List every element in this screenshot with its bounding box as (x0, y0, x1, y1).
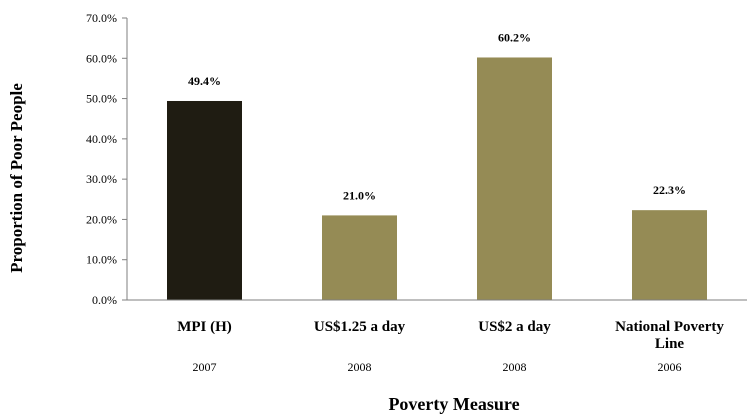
x-tick-label: MPI (H) (177, 319, 232, 335)
x-tick-label: US$2 a day (478, 319, 551, 335)
x-tick-label: Line (655, 336, 685, 352)
x-tick-label: US$1.25 a day (314, 319, 406, 335)
y-tick-label: 0.0% (92, 293, 117, 307)
year-label: 2006 (658, 360, 682, 374)
y-tick-label: 10.0% (86, 253, 117, 267)
data-label: 49.4% (188, 74, 221, 88)
bar (632, 210, 707, 300)
bar (322, 215, 397, 300)
y-tick-label: 20.0% (86, 212, 117, 226)
x-axis: MPI (H) 2007 US$1.25 a day 2008 US$2 a day 20… (127, 299, 747, 374)
year-label: 2008 (503, 360, 527, 374)
bar (167, 100, 242, 300)
bars: 49.4% 21.0% 60.2% 22.3% (167, 30, 707, 301)
y-tick-label: 30.0% (86, 172, 117, 186)
data-label: 21.0% (343, 188, 376, 202)
y-tick-label: 40.0% (86, 132, 117, 146)
y-tick-label: 70.0% (86, 11, 117, 25)
y-axis: 0.0% 10.0% 20.0% 30.0% 40.0% 50.0% 60.0% 70.0% (86, 11, 128, 307)
data-label: 22.3% (653, 183, 686, 197)
bar (477, 57, 552, 301)
year-label: 2007 (193, 360, 217, 374)
x-axis-title: Poverty Measure (388, 394, 519, 414)
data-label: 60.2% (498, 30, 531, 44)
y-tick-label: 50.0% (86, 92, 117, 106)
year-label: 2008 (348, 360, 372, 374)
y-axis-title: Proportion of Poor People (7, 83, 26, 273)
x-tick-label: National Poverty (615, 319, 724, 335)
y-tick-label: 60.0% (86, 51, 117, 65)
